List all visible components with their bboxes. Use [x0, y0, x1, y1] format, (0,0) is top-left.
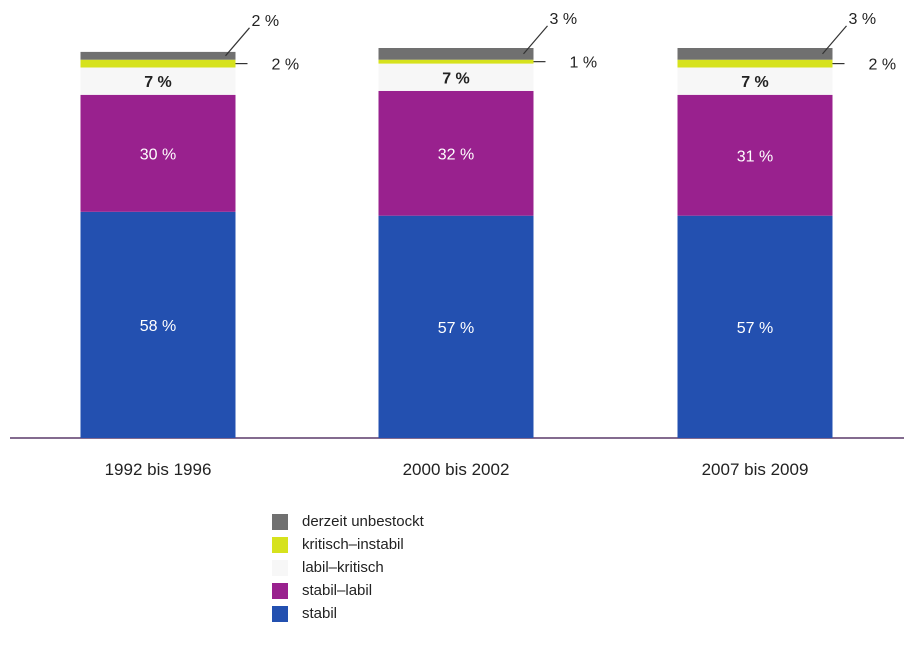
- bar-labil-kritisch-1: [80, 67, 236, 95]
- leader-line-derzeit-unbestockt-2: [523, 25, 548, 55]
- data-label-kritisch-instabil-3: 2 %: [869, 57, 897, 74]
- leader-line-derzeit-unbestockt-3: [822, 25, 847, 55]
- data-label-derzeit-unbestockt-1: 2 %: [252, 13, 280, 30]
- bar-kritisch-instabil-2: [378, 59, 534, 64]
- data-label-labil-kritisch-2: 7 %: [442, 70, 470, 87]
- data-label-stabil-3: 57 %: [737, 320, 773, 337]
- data-label-stabil-labil-2: 32 %: [438, 146, 474, 163]
- legend-label-stabil-labil: stabil–labil: [302, 582, 373, 599]
- legend: derzeit unbestockt kritisch–instabil lab…: [272, 510, 424, 625]
- legend-swatch-derzeit-unbestockt: [272, 513, 288, 530]
- data-label-kritisch-instabil-1: 2 %: [272, 57, 300, 74]
- data-label-labil-kritisch-3: 7 %: [741, 74, 769, 91]
- bar-derzeit-unbestockt-1: [80, 51, 236, 60]
- data-label-stabil-1: 58 %: [140, 318, 176, 335]
- legend-label-derzeit-unbestockt: derzeit unbestockt: [302, 513, 424, 530]
- legend-swatch-stabil-labil: [272, 582, 288, 599]
- data-label-derzeit-unbestockt-3: 3 %: [849, 11, 877, 28]
- legend-item-labil-kritisch: labil–kritisch: [272, 556, 424, 579]
- bar-derzeit-unbestockt-2: [378, 48, 534, 60]
- data-label-stabil-labil-1: 30 %: [140, 146, 176, 163]
- legend-item-derzeit-unbestockt: derzeit unbestockt: [272, 510, 424, 533]
- legend-item-kritisch-instabil: kritisch–instabil: [272, 533, 424, 556]
- bar-kritisch-instabil-1: [80, 59, 236, 68]
- legend-label-stabil: stabil: [302, 605, 338, 622]
- bar-derzeit-unbestockt-3: [677, 48, 833, 60]
- legend-item-stabil: stabil: [272, 602, 424, 625]
- bar-stabil-3: [677, 215, 833, 438]
- legend-swatch-stabil: [272, 605, 288, 622]
- legend-item-stabil-labil: stabil–labil: [272, 579, 424, 602]
- x-tick-label-3: 2007 bis 2009: [702, 460, 809, 479]
- data-label-derzeit-unbestockt-2: 3 %: [550, 11, 578, 28]
- legend-swatch-kritisch-instabil: [272, 536, 288, 553]
- data-label-kritisch-instabil-2: 1 %: [570, 55, 598, 72]
- x-tick-label-2: 2000 bis 2002: [403, 460, 510, 479]
- legend-label-labil-kritisch: labil–kritisch: [302, 559, 384, 576]
- data-label-stabil-labil-3: 31 %: [737, 148, 773, 165]
- x-tick-label-1: 1992 bis 1996: [105, 460, 212, 479]
- bar-stabil-2: [378, 215, 534, 438]
- bar-labil-kritisch-2: [378, 63, 534, 91]
- legend-label-kritisch-instabil: kritisch–instabil: [302, 536, 404, 553]
- bar-stabil-labil-3: [677, 94, 833, 216]
- bar-kritisch-instabil-3: [677, 59, 833, 68]
- data-label-labil-kritisch-1: 7 %: [144, 74, 172, 91]
- data-label-stabil-2: 57 %: [438, 320, 474, 337]
- leader-line-derzeit-unbestockt-1: [225, 27, 250, 57]
- stacked-bar-chart: 58 % 30 % 7 % 2 % 2 % 1992 bis 1996 57 % 32 % 7 …: [10, 11, 904, 479]
- bar-stabil-1: [80, 211, 236, 438]
- legend-swatch-labil-kritisch: [272, 559, 288, 576]
- bar-labil-kritisch-3: [677, 67, 833, 95]
- bar-stabil-labil-1: [80, 94, 236, 212]
- bar-stabil-labil-2: [378, 90, 534, 216]
